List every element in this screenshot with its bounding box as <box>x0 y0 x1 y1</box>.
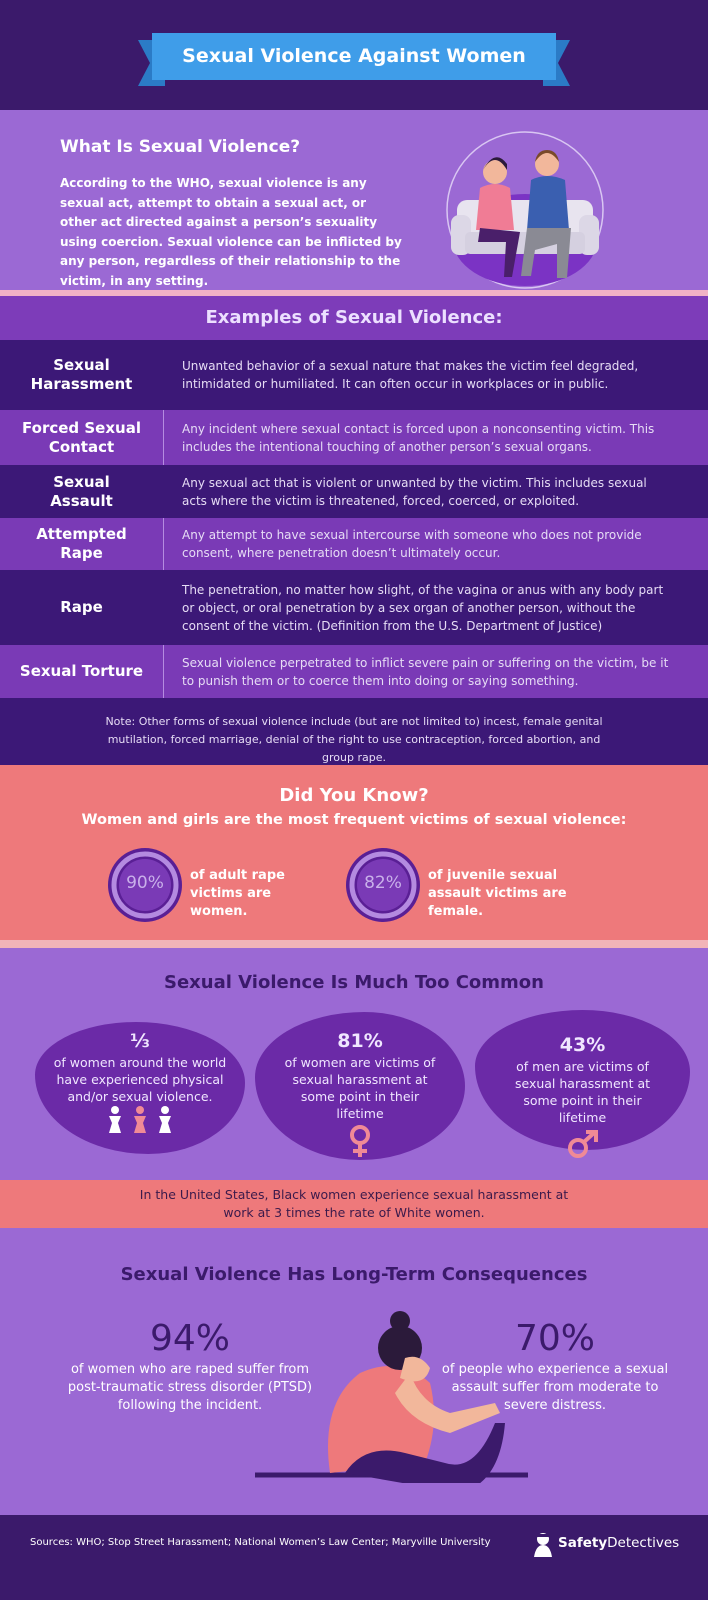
footer: Sources: WHO; Stop Street Harassment; Na… <box>0 1515 708 1600</box>
section-title: Sexual Violence Has Long-Term Consequenc… <box>120 1264 588 1285</box>
stat-label: of women who are raped suffer from post-… <box>67 1362 313 1413</box>
definition: Any incident where sexual contact is for… <box>182 421 655 454</box>
divider <box>0 940 708 948</box>
stat-blob: 81% of women are victims of sexual haras… <box>255 1012 465 1160</box>
example-row: Sexual Torture Sexual violence perpetrate… <box>0 645 708 698</box>
term: Forced Sexual Contact <box>0 410 164 465</box>
couple-illustration <box>446 131 604 289</box>
stat-value: ⅓ <box>130 1030 150 1052</box>
definition: Any sexual act that is violent or unwant… <box>182 475 647 508</box>
definition: Sexual violence perpetrated to inflict s… <box>182 655 669 688</box>
stat-label: of women around the world have experienc… <box>53 1055 227 1104</box>
brand-rest: Detectives <box>607 1535 680 1551</box>
section-title: What Is Sexual Violence? <box>60 137 301 157</box>
term: Sexual Torture <box>0 645 164 698</box>
stat-label: of people who experience a sexual assaul… <box>441 1362 669 1413</box>
stat-label: of adult rape victims are women. <box>190 868 285 919</box>
stat-blob: ⅓ of women around the world have experie… <box>35 1022 245 1154</box>
example-row: Attempted Rape Any attempt to have sexual… <box>0 518 708 570</box>
term: Sexual Harassment <box>0 340 164 410</box>
stat-label: of women are victims of sexual harassmen… <box>284 1055 436 1121</box>
note: Note: Other forms of sexual violence inc… <box>105 715 603 764</box>
stat-value: 94% <box>149 1318 230 1359</box>
banner-text: In the United States, Black women experi… <box>139 1187 569 1220</box>
definition: Unwanted behavior of a sexual nature tha… <box>182 359 639 391</box>
subtitle: Women and girls are the most frequent vi… <box>81 812 627 828</box>
example-row: Sexual Harassment Unwanted behavior of a … <box>0 340 708 410</box>
stat-label: of men are victims of sexual harassment … <box>514 1059 651 1125</box>
header: Sexual Violence Against Women <box>0 0 708 110</box>
title: Sexual Violence Against Women <box>182 45 526 67</box>
stat-blob: 43% of men are victims of sexual harassm… <box>475 1010 690 1158</box>
stat-value: 81% <box>337 1030 383 1052</box>
section-title: Sexual Violence Is Much Too Common <box>164 972 544 993</box>
stat-value: 90% <box>126 873 164 893</box>
brand-bold: Safety <box>558 1535 608 1551</box>
stat-value: 82% <box>364 873 402 893</box>
sources: Sources: WHO; Stop Street Harassment; Na… <box>30 1537 491 1548</box>
note-box: Note: Other forms of sexual violence inc… <box>0 698 708 765</box>
divider <box>0 290 708 296</box>
female-icon <box>350 1125 370 1157</box>
stat-value: 43% <box>559 1034 606 1056</box>
banner: In the United States, Black women experi… <box>0 1180 708 1228</box>
definition: Any attempt to have sexual intercourse w… <box>182 528 642 560</box>
stat-label: of juvenile sexual assault victims are f… <box>428 868 567 919</box>
ring <box>108 848 182 922</box>
definition-text: According to the WHO, sexual violence is… <box>60 176 402 288</box>
brand: SafetyDetectives <box>558 1535 679 1551</box>
logo-icon <box>534 1533 552 1557</box>
term: Sexual Assault <box>0 465 164 518</box>
definition-section: What Is Sexual Violence? According to th… <box>0 110 708 290</box>
term: Rape <box>0 570 164 645</box>
example-row: Forced Sexual Contact Any incident where … <box>0 410 708 465</box>
example-row: Sexual Assault Any sexual act that is vio… <box>0 465 708 518</box>
definition: The penetration, no matter how slight, o… <box>182 582 664 633</box>
sad-woman-illustration <box>255 1311 528 1483</box>
section-title: Did You Know? <box>279 785 429 806</box>
women-icon <box>109 1106 171 1133</box>
ring <box>346 848 420 922</box>
did-you-know-section: Did You Know? Women and girls are the mo… <box>0 765 708 940</box>
ribbon <box>138 33 570 86</box>
stat-value: 70% <box>514 1318 595 1359</box>
common-section: Sexual Violence Is Much Too Common ⅓ of … <box>0 948 708 1180</box>
male-icon <box>567 1130 598 1158</box>
example-row: Rape The penetration, no matter how sligh… <box>0 570 708 645</box>
consequences-section: Sexual Violence Has Long-Term Consequenc… <box>0 1228 708 1515</box>
section-title: Examples of Sexual Violence: <box>0 296 708 340</box>
term: Attempted Rape <box>0 518 164 570</box>
